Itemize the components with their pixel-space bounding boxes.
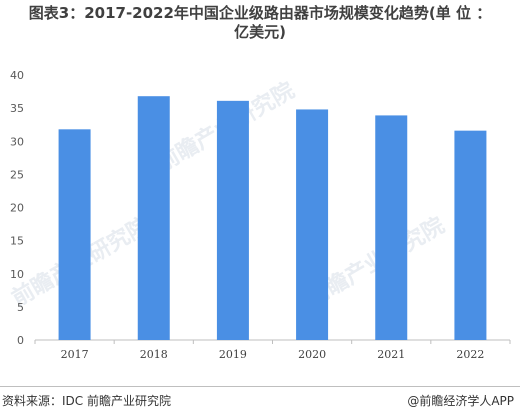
bar: [216, 100, 249, 341]
x-tick-label: 2022: [456, 348, 484, 361]
x-tick-label: 2020: [298, 348, 326, 361]
x-tick-label: 2017: [61, 348, 89, 361]
x-tick-label: 2021: [377, 348, 405, 361]
bar: [58, 129, 91, 340]
footer-divider: [0, 386, 520, 387]
y-tick-label: 40: [10, 69, 24, 82]
y-tick-label: 0: [17, 334, 24, 347]
bar: [375, 115, 408, 340]
y-tick-label: 25: [10, 168, 24, 181]
bar: [137, 96, 170, 340]
chart-title-line-1: 图表3：2017-2022年中国企业级路由器市场规模变化趋势(单 位 ：: [28, 4, 492, 22]
source-note: 资料来源：IDC 前瞻产业研究院: [2, 394, 171, 408]
x-tick-label: 2018: [140, 348, 168, 361]
y-tick-label: 30: [10, 135, 24, 148]
x-tick-label: 2019: [219, 348, 247, 361]
brand-credit: @前瞻经济学人APP: [407, 394, 514, 408]
chart-title: 图表3：2017-2022年中国企业级路由器市场规模变化趋势(单 位 ： 亿美元…: [0, 4, 520, 42]
y-tick-label: 10: [10, 268, 24, 281]
y-tick-label: 5: [17, 301, 24, 314]
y-tick-label: 20: [10, 202, 24, 215]
chart-title-line-2: 亿美元): [234, 23, 286, 41]
y-tick-label: 35: [10, 102, 24, 115]
bar: [296, 109, 329, 340]
bar: [454, 130, 487, 340]
y-tick-label: 15: [10, 235, 24, 248]
